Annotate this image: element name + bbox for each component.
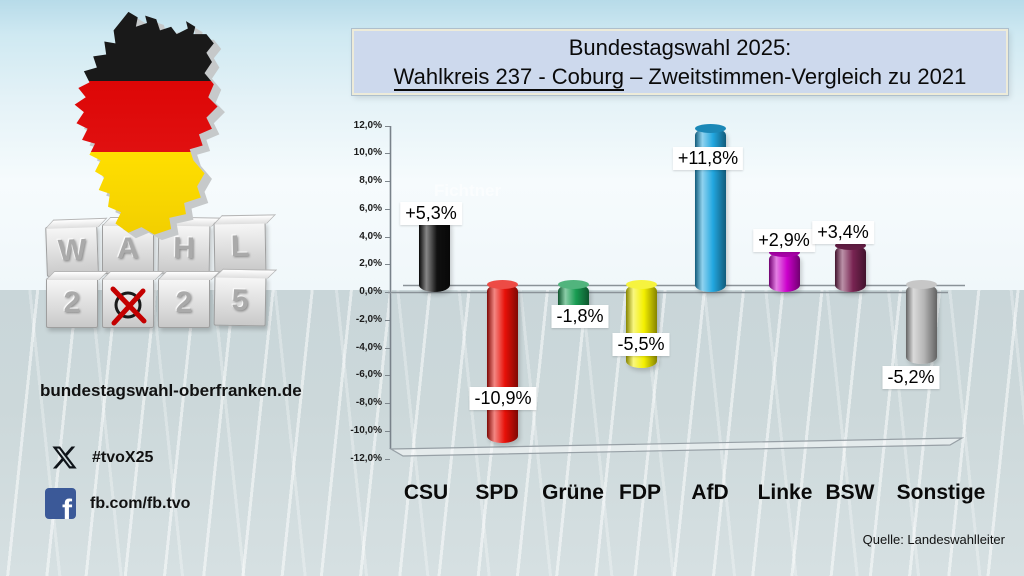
y-tick-mark: [385, 236, 390, 238]
bar-top-cap: [694, 124, 726, 134]
category-label-fdp: FDP: [619, 481, 661, 504]
y-tick-label: 10,0%: [353, 147, 382, 159]
y-tick-mark: [385, 319, 390, 321]
title-district: Wahlkreis 237 - Coburg: [393, 64, 624, 91]
source-credit: Quelle: Landeswahlleiter: [862, 532, 1005, 547]
category-label-sonstige: Sonstige: [896, 481, 986, 504]
bar-top-cap: [768, 247, 800, 257]
y-tick-label: 8,0%: [359, 175, 382, 186]
title-line1: Bundestagswahl 2025:: [568, 35, 792, 60]
block-glyph: A: [117, 232, 139, 265]
y-tick-label: -12,0%: [350, 452, 382, 464]
title-comparison: – Zweitstimmen-Vergleich zu 2021: [623, 64, 967, 89]
y-tick-mark: [385, 208, 390, 210]
watermark-text: Fichtner: [434, 181, 502, 200]
y-tick-label: 0,0%: [359, 286, 382, 297]
block-letter-2: 2: [158, 278, 210, 328]
bar-body: [834, 244, 866, 292]
category-label-grüne: Grüne: [542, 481, 604, 504]
bar-csu: [418, 214, 450, 292]
title-line2: Wahlkreis 237 - Coburg – Zweitstimmen-Ve…: [393, 62, 967, 91]
bar-spd: [486, 280, 518, 444]
x-logo-icon: [52, 446, 77, 469]
bar-bsw: [834, 240, 866, 292]
bar-body: [768, 251, 800, 292]
y-tick-mark: [385, 264, 390, 266]
y-tick-mark: [385, 375, 390, 377]
x-hashtag: #tvoX25: [92, 448, 154, 466]
y-tick-label: 12,0%: [353, 119, 382, 131]
y-tick-label: -6,0%: [355, 369, 382, 381]
bar-top-cap: [486, 280, 518, 289]
category-label-linke: Linke: [757, 481, 813, 504]
y-tick-mark: [385, 125, 390, 127]
value-label-sonstige: -5,2%: [882, 366, 940, 389]
value-label-fdp: -5,5%: [612, 333, 670, 356]
facebook-url: fb.com/fb.tvo: [90, 494, 191, 512]
y-tick-label: 6,0%: [359, 202, 382, 214]
bar-top-cap: [625, 280, 657, 289]
bar-body: [905, 284, 937, 365]
y-tick-label: 4,0%: [359, 230, 382, 242]
bar-top-cap: [905, 280, 937, 289]
bar-body: [418, 218, 450, 292]
website-url: bundestagswahl-oberfranken.de: [40, 381, 302, 400]
value-label-linke: +2,9%: [753, 229, 815, 252]
block-letter-2: 2: [46, 278, 98, 328]
y-tick-mark: [385, 430, 390, 432]
bar-top-cap: [557, 280, 589, 289]
x-social-row: #tvoX25: [51, 444, 153, 471]
bar-top-cap: [834, 240, 866, 250]
category-label-bsw: BSW: [825, 481, 875, 504]
category-label-csu: CSU: [403, 481, 449, 504]
block-glyph: 2: [63, 286, 81, 319]
block-glyph: 2: [175, 286, 193, 319]
y-tick-label: 2,0%: [359, 258, 382, 270]
germany-map-graphic: [74, 11, 225, 241]
y-tick-mark: [385, 292, 390, 293]
category-label-afd: AfD: [691, 481, 729, 504]
y-tick-mark: [385, 403, 390, 404]
y-tick-label: -10,0%: [350, 424, 382, 436]
facebook-social-row: f fb.com/fb.tvo: [45, 488, 190, 519]
value-label-afd: +11,8%: [672, 147, 744, 170]
chart-title-box: Bundestagswahl 2025: Wahlkreis 237 - Cob…: [351, 28, 1009, 96]
value-label-grüne: -1,8%: [551, 305, 609, 328]
y-tick-mark: [385, 458, 390, 460]
value-label-spd: -10,9%: [469, 387, 537, 410]
bar-body: [486, 284, 518, 444]
y-tick-label: -2,0%: [355, 313, 382, 325]
category-label-spd: SPD: [475, 481, 519, 504]
facebook-icon: f: [45, 488, 76, 519]
bar-linke: [768, 247, 800, 292]
y-tick-mark: [385, 181, 390, 182]
bar-sonstige: [905, 280, 937, 365]
value-label-csu: +5,3%: [400, 202, 462, 225]
block-ballot-cross: [102, 278, 154, 328]
y-tick-mark: [385, 347, 390, 349]
y-tick-label: -4,0%: [355, 341, 382, 353]
y-tick-label: -8,0%: [355, 397, 382, 408]
y-tick-mark: [385, 153, 390, 155]
map-outline: [74, 11, 218, 235]
value-label-bsw: +3,4%: [812, 221, 874, 244]
